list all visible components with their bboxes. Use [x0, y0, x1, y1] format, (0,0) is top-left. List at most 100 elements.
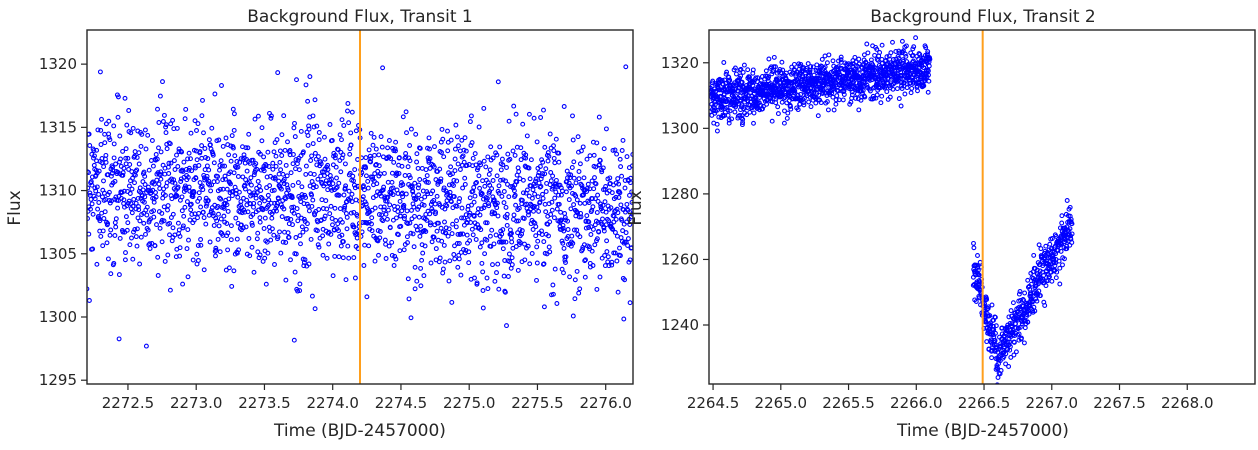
data-point	[424, 179, 429, 185]
data-point	[849, 89, 855, 95]
data-point	[390, 217, 396, 223]
data-point	[360, 194, 366, 200]
data-point	[132, 227, 138, 232]
data-point	[480, 269, 486, 275]
data-point	[248, 201, 253, 207]
data-point	[372, 205, 378, 211]
data-point	[444, 190, 450, 196]
data-point	[147, 246, 153, 251]
data-point	[103, 159, 109, 165]
data-point	[390, 185, 396, 191]
data-point	[526, 111, 532, 117]
data-point	[347, 170, 353, 176]
data-point	[396, 155, 402, 161]
data-point	[283, 196, 288, 202]
data-point	[733, 104, 739, 110]
data-point	[1011, 352, 1017, 358]
data-point	[541, 304, 547, 310]
data-point	[274, 208, 279, 214]
data-point	[773, 64, 778, 70]
data-point	[332, 155, 338, 161]
data-point	[597, 274, 603, 280]
data-point	[134, 243, 140, 249]
data-point	[188, 201, 194, 207]
data-point	[420, 250, 426, 256]
data-point	[248, 175, 254, 181]
data-point	[218, 196, 224, 202]
data-point	[549, 199, 555, 205]
data-point	[279, 153, 285, 158]
data-point	[801, 65, 807, 71]
data-point	[147, 241, 153, 247]
y-tick-label: 1305	[39, 245, 77, 263]
data-point	[355, 157, 361, 162]
data-point	[161, 204, 167, 210]
data-point	[538, 176, 544, 182]
data-point	[265, 149, 271, 155]
data-point	[220, 143, 226, 149]
data-point	[424, 217, 430, 223]
data-point	[381, 204, 387, 210]
data-point	[157, 93, 163, 99]
data-point	[714, 107, 720, 113]
data-point	[369, 221, 374, 227]
data-point	[307, 74, 313, 80]
data-point	[316, 130, 322, 135]
data-point	[481, 105, 487, 111]
data-point	[578, 214, 584, 220]
data-point	[583, 225, 589, 231]
data-point	[476, 124, 482, 130]
data-point	[218, 158, 224, 164]
data-point	[130, 125, 136, 131]
data-point	[484, 275, 490, 281]
data-point	[240, 174, 246, 180]
data-point	[424, 173, 430, 179]
data-point	[822, 64, 828, 70]
data-point	[372, 171, 378, 177]
data-point	[867, 88, 873, 94]
data-point	[616, 181, 622, 187]
data-point	[811, 90, 817, 96]
data-point	[246, 179, 252, 185]
data-point	[197, 180, 203, 186]
data-point	[480, 178, 486, 184]
data-point	[388, 156, 394, 161]
data-point	[422, 243, 428, 249]
data-point	[201, 215, 207, 221]
data-point	[363, 155, 369, 161]
data-point	[412, 180, 418, 186]
data-point	[780, 67, 786, 73]
data-point	[911, 44, 917, 50]
data-point	[258, 194, 264, 200]
data-point	[382, 237, 388, 243]
data-point	[1047, 241, 1053, 247]
data-point	[444, 203, 450, 209]
data-point	[894, 86, 900, 92]
data-point	[163, 124, 169, 130]
data-point	[96, 200, 102, 205]
data-point	[295, 218, 301, 224]
data-point	[571, 227, 577, 233]
data-point	[590, 263, 596, 268]
data-point	[1056, 258, 1062, 264]
data-point	[456, 256, 462, 262]
data-point	[315, 242, 321, 248]
data-point	[454, 134, 460, 140]
data-point	[87, 298, 92, 303]
data-point	[385, 207, 391, 213]
data-point	[740, 69, 746, 75]
data-point	[629, 199, 633, 205]
data-point	[130, 203, 136, 209]
data-point	[315, 176, 321, 182]
data-point	[310, 185, 316, 191]
data-point	[403, 109, 409, 115]
data-point	[185, 174, 191, 180]
data-point	[589, 248, 595, 254]
data-point	[266, 164, 272, 169]
data-point	[452, 168, 458, 174]
data-point	[427, 222, 433, 228]
data-point	[593, 181, 599, 187]
data-point	[337, 158, 343, 163]
data-point	[88, 196, 94, 202]
